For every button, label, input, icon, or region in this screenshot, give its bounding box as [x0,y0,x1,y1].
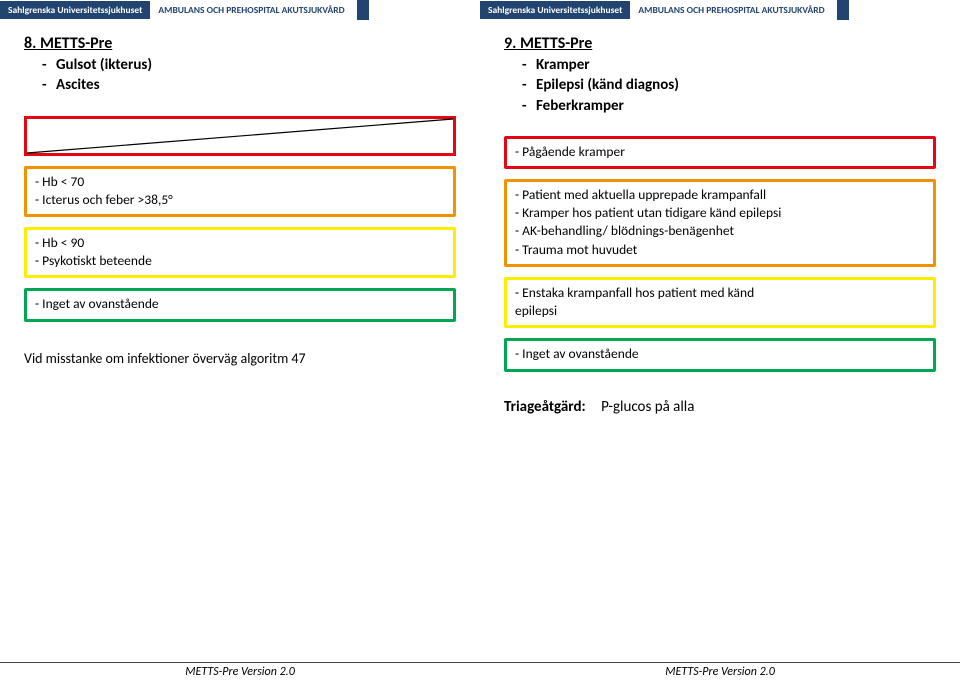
header-endcap [357,0,369,20]
criteria-line: - Psykotiskt beteende [35,252,445,270]
criteria-line: - AK-behandling/ blödnings-benägenhet [515,222,925,240]
bullet-item: Feberkramper [536,97,624,115]
section-name: METTS-Pre [520,34,592,53]
section-number: 8. [24,34,36,53]
orange-box: - Hb < 70 - Icterus och feber >38,5° [24,166,456,217]
yellow-box: - Hb < 90 - Psykotiskt beteende [24,227,456,278]
header-dept: AMBULANS OCH PREHOSPITAL AKUTSJUKVÅRD [630,1,832,19]
section-name: METTS-Pre [40,34,112,53]
bullet-list: -Gulsot (ikterus) -Ascites [24,55,456,96]
bullet-item: Gulsot (ikterus) [56,56,152,74]
orange-box: - Patient med aktuella upprepade krampan… [504,179,936,267]
green-box: - Inget av ovanstående [24,288,456,321]
criteria-line: epilepsi [515,302,925,320]
green-box: - Inget av ovanstående [504,338,936,371]
yellow-box: - Enstaka krampanfall hos patient med kä… [504,277,936,328]
criteria-line: - Enstaka krampanfall hos patient med kä… [515,284,925,302]
bullet-item: Kramper [536,56,590,74]
header-dept: AMBULANS OCH PREHOSPITAL AKUTSJUKVÅRD [150,1,352,19]
section-title: 9. METTS-Pre [504,34,936,53]
header-endcap [837,0,849,20]
page-right: Sahlgrenska Universitetssjukhuset AMBULA… [480,0,960,685]
red-box-empty [24,116,456,156]
header-right: Sahlgrenska Universitetssjukhuset AMBULA… [480,0,960,20]
criteria-line: - Inget av ovanstående [515,345,925,363]
footer-left: METTS-Pre Version 2.0 [0,662,480,679]
note-text: Vid misstanke om infektioner överväg alg… [24,350,456,367]
triage-line: Triageåtgärd: P-glucos på alla [504,398,936,416]
page-left: Sahlgrenska Universitetssjukhuset AMBULA… [0,0,480,685]
triage-label: Triageåtgärd: [504,398,586,416]
triage-value: P-glucos på alla [601,398,694,416]
header-left: Sahlgrenska Universitetssjukhuset AMBULA… [0,0,480,20]
bullet-item: Epilepsi (känd diagnos) [536,76,679,94]
criteria-line: - Hb < 70 [35,173,445,191]
criteria-line: - Pågående kramper [515,143,925,161]
header-org: Sahlgrenska Universitetssjukhuset [0,1,150,19]
section-number: 9. [504,34,516,53]
bullet-list: -Kramper -Epilepsi (känd diagnos) -Feber… [504,55,936,116]
header-org: Sahlgrenska Universitetssjukhuset [480,1,630,19]
footer-right: METTS-Pre Version 2.0 [480,662,960,679]
criteria-line: - Icterus och feber >38,5° [35,191,445,209]
criteria-line: - Kramper hos patient utan tidigare känd… [515,204,925,222]
criteria-line: - Inget av ovanstående [35,295,445,313]
red-box: - Pågående kramper [504,136,936,169]
bullet-item: Ascites [56,76,100,94]
criteria-line: - Patient med aktuella upprepade krampan… [515,186,925,204]
criteria-line: - Hb < 90 [35,234,445,252]
section-title: 8. METTS-Pre [24,34,456,53]
criteria-line: - Trauma mot huvudet [515,241,925,259]
